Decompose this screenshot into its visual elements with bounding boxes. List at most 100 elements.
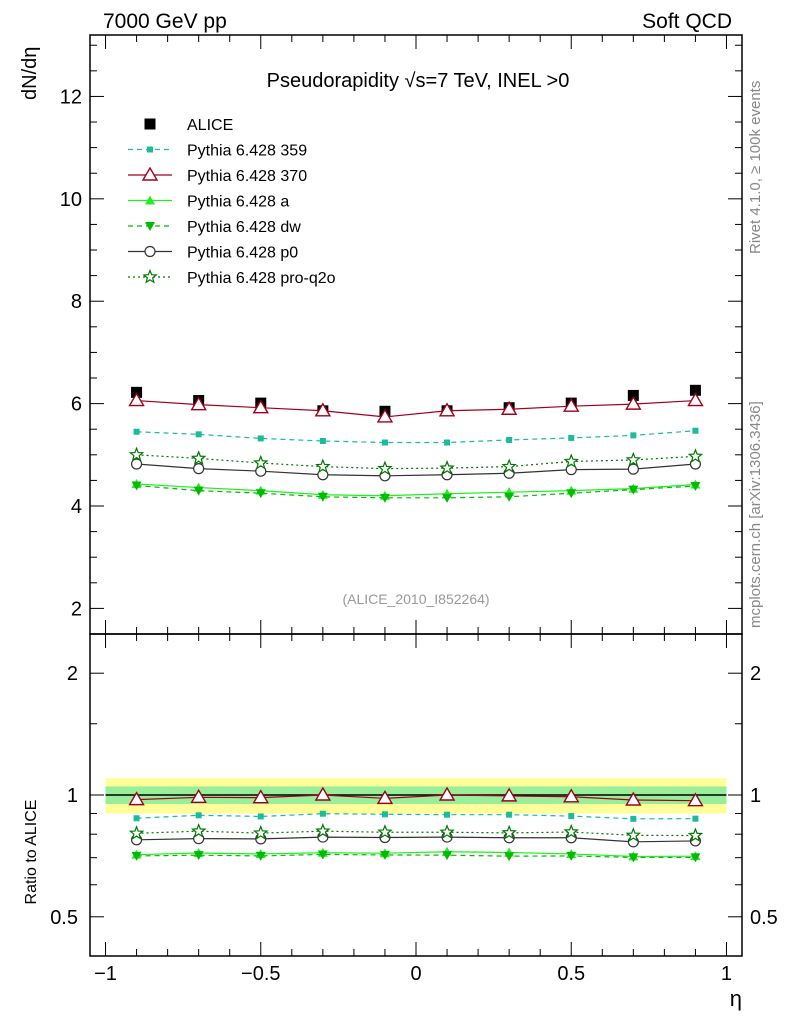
main-point-6-4: [377, 460, 393, 476]
watermark: (ALICE_2010_I852264): [342, 591, 489, 607]
ratio-point-4-7: [566, 851, 577, 861]
legend-marker-6: [142, 268, 158, 284]
main-point-4-1: [193, 486, 204, 496]
main-point-2-4: [376, 408, 394, 423]
legend-label-2: Pythia 6.428 370: [187, 168, 307, 185]
main-ylabel: dN/dη: [19, 47, 41, 100]
legend-marker-1: [147, 146, 153, 153]
header-left: 7000 GeV pp: [103, 10, 227, 33]
ratio-ytick-label-2: 2: [67, 663, 78, 685]
ratio-point-6-3: [315, 823, 331, 838]
main-point-1-7: [568, 434, 575, 441]
ratio-series-3: [131, 846, 701, 861]
main-point-6-6: [501, 458, 517, 474]
ratio-series-5: [130, 831, 702, 848]
ratio-point-1-2: [257, 813, 264, 820]
main-point-5-0: [130, 458, 143, 470]
ratio-point-6-6: [501, 824, 517, 840]
main-point-2-2: [252, 399, 269, 414]
main-point-6-7: [563, 453, 579, 469]
main-point-2-6: [500, 400, 518, 415]
main-point-2-9: [687, 392, 704, 407]
main-point-5-1: [193, 463, 205, 475]
main-point-2-1: [190, 396, 207, 411]
ratio-series-2: [128, 786, 704, 807]
ratio-point-1-1: [195, 812, 202, 819]
main-point-4-4: [379, 493, 390, 503]
ratio-point-4-2: [255, 851, 266, 861]
main-point-1-1: [195, 431, 202, 438]
legend-label-6: Pythia 6.428 pro-q2o: [187, 270, 336, 287]
ratio-point-2-3: [314, 786, 332, 801]
main-series-6: [128, 446, 704, 476]
main-series-line-4: [136, 484, 696, 499]
legend-marker-2: [141, 166, 159, 181]
main-point-4-6: [504, 492, 515, 502]
main-point-6-3: [315, 458, 331, 474]
main-ytick-label-2: 6: [71, 394, 82, 416]
main-point-6-1: [190, 450, 207, 465]
main-point-2-8: [625, 395, 642, 410]
ratio-point-6-7: [563, 823, 579, 839]
main-point-2-5: [438, 402, 456, 417]
main-point-1-4: [381, 439, 388, 446]
ratio-series-line-3: [136, 851, 696, 858]
main-point-4-0: [131, 481, 142, 491]
ratio-point-4-5: [442, 851, 453, 861]
ratio-point-4-8: [628, 853, 639, 863]
ratio-point-4-1: [193, 851, 204, 861]
ratio-point-1-6: [506, 811, 513, 818]
ratio-point-6-0: [128, 825, 145, 840]
main-point-4-9: [690, 482, 701, 492]
legend-item-0: ALICE: [144, 117, 233, 134]
ratio-ytick-label-1: 1: [67, 785, 78, 807]
main-point-4-7: [566, 489, 577, 499]
ratio-point-4-3: [317, 850, 328, 860]
ratio-series-line-4: [136, 853, 696, 859]
main-point-4-3: [317, 492, 328, 502]
ratio-point-2-4: [376, 789, 394, 805]
main-point-6-0: [128, 446, 145, 462]
ratio-point-1-9: [692, 815, 699, 822]
ratio-point-6-9: [687, 827, 704, 843]
ratio-point-6-4: [377, 824, 393, 839]
ratio-point-4-6: [504, 852, 515, 862]
ratio-point-6-5: [439, 824, 455, 839]
main-point-4-2: [255, 489, 266, 499]
legend-marker-0: [144, 118, 156, 130]
main-series-line-5: [136, 463, 696, 477]
ratio-series-line-1: [136, 813, 696, 820]
ratio-ytick-label-right-0: 0.5: [750, 907, 778, 929]
legend-label-3: Pythia 6.428 a: [187, 194, 289, 211]
ratio-point-6-1: [190, 823, 207, 838]
ratio-series-6: [128, 823, 704, 843]
main-point-1-3: [319, 437, 326, 444]
side-text-bottom: mcplots.cern.ch [arXiv:1306.3436]: [747, 401, 764, 628]
ratio-point-2-5: [438, 786, 456, 801]
ratio-point-1-8: [630, 815, 637, 822]
main-point-2-7: [563, 397, 580, 412]
main-point-0-9: [689, 384, 701, 396]
main-ytick-label-1: 4: [71, 496, 82, 518]
main-series-2: [128, 392, 704, 423]
main-point-1-9: [692, 427, 699, 434]
main-point-1-6: [506, 436, 513, 443]
header-right: Soft QCD: [642, 10, 732, 33]
ratio-series-line-2: [136, 794, 696, 802]
legend-label-1: Pythia 6.428 359: [187, 143, 307, 160]
main-point-1-8: [630, 432, 637, 439]
main-point-6-5: [439, 459, 455, 475]
main-series-line-3: [136, 483, 696, 497]
legend-marker-3: [145, 195, 155, 205]
main-ytick-label-0: 2: [71, 598, 82, 620]
main-point-6-9: [687, 448, 704, 463]
legend-item-2: Pythia 6.428 370: [128, 166, 307, 185]
main-ytick-label-5: 12: [60, 86, 82, 108]
ratio-ytick-label-right-1: 1: [750, 785, 761, 807]
ratio-point-2-7: [563, 788, 580, 803]
main-point-6-2: [253, 454, 269, 470]
ratio-point-6-2: [253, 824, 269, 840]
xtick-label-1: −0.5: [241, 963, 280, 985]
xtick-label-4: 1: [721, 963, 732, 985]
